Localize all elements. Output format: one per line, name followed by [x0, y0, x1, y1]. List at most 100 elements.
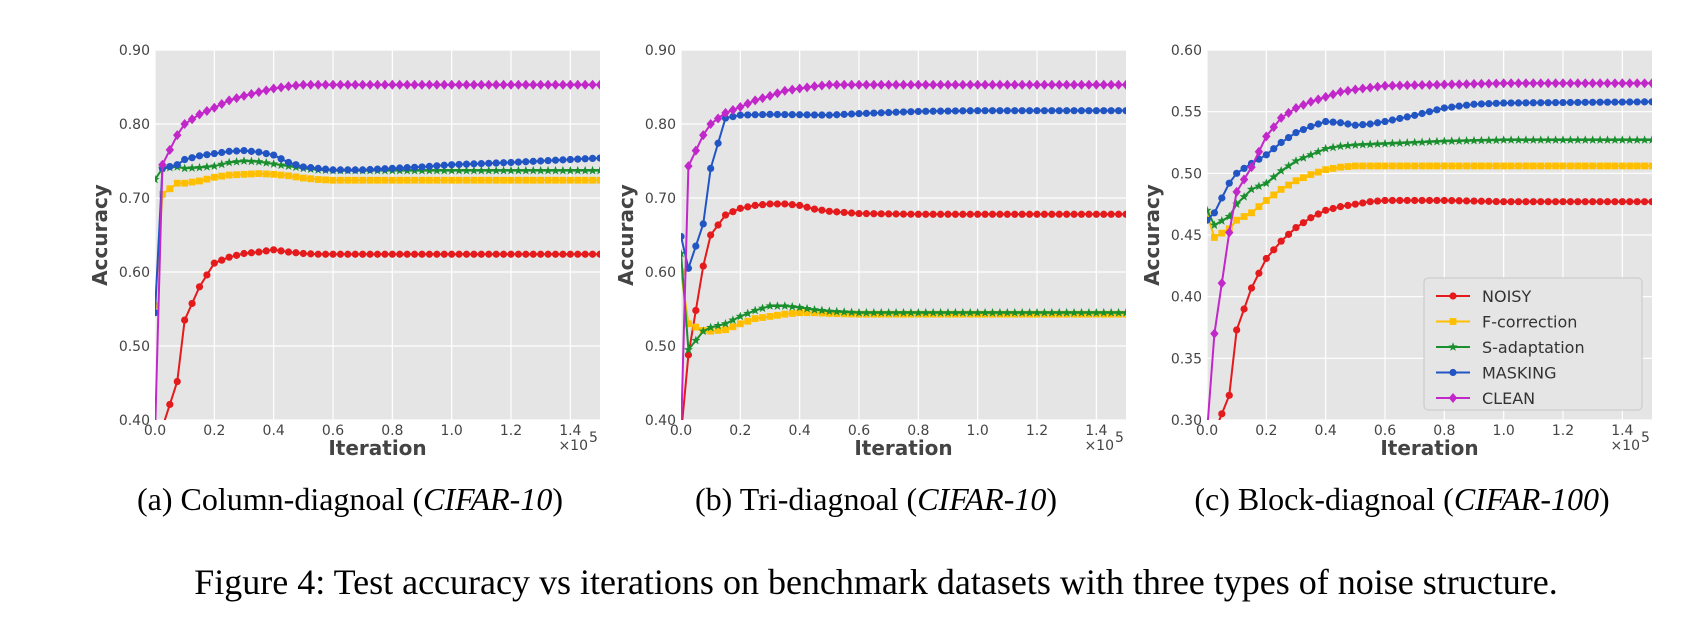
data-point-noisy — [796, 201, 804, 209]
data-point-clean — [1047, 79, 1057, 90]
x-tick-label: 0.4 — [789, 423, 811, 439]
data-point-sadaptation — [928, 307, 938, 317]
data-point-clean — [1114, 79, 1123, 90]
data-point-clean — [291, 80, 301, 91]
data-point-clean — [1603, 78, 1612, 89]
data-point-clean — [810, 81, 819, 92]
data-point-sadaptation — [432, 165, 442, 175]
data-point-masking — [847, 110, 856, 118]
y-tick-label: 0.70 — [119, 191, 150, 207]
data-point-sadaptation — [1387, 138, 1397, 148]
data-point-clean — [388, 79, 397, 90]
data-point-fcorrection — [1500, 162, 1508, 170]
y-tick-label: 0.90 — [645, 43, 676, 59]
data-point-fcorrection — [1611, 162, 1619, 170]
data-point-noisy — [1329, 204, 1337, 213]
x-tick-label: 1.2 — [500, 423, 522, 439]
data-point-masking — [240, 147, 248, 155]
data-point-clean — [410, 79, 419, 90]
data-point-clean — [284, 81, 293, 92]
data-point-masking — [1514, 99, 1523, 107]
data-point-clean — [995, 79, 1005, 90]
data-point-sadaptation — [1010, 307, 1020, 317]
data-point-noisy — [818, 206, 826, 214]
data-point-sadaptation — [1025, 307, 1035, 317]
data-point-fcorrection — [418, 176, 426, 184]
data-point-masking — [1107, 107, 1115, 115]
data-point-masking — [462, 160, 471, 168]
data-point-fcorrection — [155, 301, 159, 309]
x-tick-label: 0.0 — [144, 423, 166, 439]
data-point-sadaptation — [839, 307, 849, 316]
data-point-clean — [1506, 78, 1516, 89]
data-point-noisy — [729, 208, 737, 216]
x-tick-label: 0.0 — [670, 423, 692, 439]
legend-marker-clean — [1448, 393, 1458, 403]
data-point-noisy — [1537, 198, 1545, 206]
data-point-noisy — [596, 250, 600, 258]
data-point-fcorrection — [544, 176, 552, 184]
data-point-sadaptation — [439, 165, 449, 175]
data-point-noisy — [1025, 210, 1034, 218]
x-tick-label: 0.2 — [203, 423, 225, 439]
data-point-noisy — [1626, 198, 1634, 206]
data-point-sadaptation — [1543, 135, 1553, 144]
data-point-sadaptation — [1207, 205, 1212, 215]
data-point-fcorrection — [1359, 162, 1367, 170]
data-point-sadaptation — [706, 322, 716, 332]
data-point-fcorrection — [1485, 162, 1493, 170]
data-point-sadaptation — [1076, 307, 1087, 317]
data-point-clean — [1025, 79, 1034, 90]
data-point-masking — [1626, 98, 1634, 106]
data-point-clean — [1558, 78, 1568, 89]
data-point-clean — [914, 79, 923, 90]
data-point-noisy — [1648, 198, 1652, 206]
data-point-noisy — [425, 250, 434, 258]
data-point-noisy — [1048, 210, 1056, 218]
data-point-fcorrection — [1300, 174, 1307, 182]
data-point-masking — [914, 107, 922, 116]
data-point-fcorrection — [751, 315, 759, 323]
data-point-masking — [381, 165, 389, 173]
chart-tri-diagonal: 0.40 0.50 0.60 0.70 0.80 0.90 0.0 0.2 0.4 0.6 0.8 1… — [614, 43, 1126, 460]
data-point-masking — [936, 107, 945, 115]
data-point-clean — [477, 79, 486, 90]
data-point-noisy — [1381, 196, 1389, 205]
data-point-fcorrection — [1448, 162, 1456, 170]
y-tick-label: 0.60 — [645, 265, 676, 281]
data-point-fcorrection — [796, 309, 804, 317]
data-point-clean — [1462, 79, 1471, 90]
data-point-clean — [336, 79, 345, 90]
data-point-sadaptation — [1091, 307, 1101, 317]
data-point-noisy — [1351, 200, 1359, 208]
data-point-sadaptation — [750, 305, 760, 315]
data-point-noisy — [1307, 214, 1315, 222]
caption-c: (c) Block-diagnoal (CIFAR-100) — [1194, 481, 1609, 517]
data-point-masking — [403, 164, 411, 172]
data-point-sadaptation — [565, 165, 575, 175]
data-point-clean — [1291, 102, 1301, 113]
data-point-noisy — [1011, 210, 1019, 218]
data-point-clean — [928, 79, 938, 90]
data-point-masking — [1500, 99, 1508, 107]
data-point-fcorrection — [188, 178, 196, 186]
data-point-clean — [173, 130, 182, 141]
data-point-sadaptation — [1513, 135, 1524, 144]
data-point-noisy — [329, 250, 337, 258]
data-point-clean — [839, 79, 849, 90]
data-point-sadaptation — [980, 307, 990, 317]
data-point-fcorrection — [218, 172, 226, 180]
data-point-masking — [729, 113, 737, 121]
data-point-clean — [750, 95, 760, 106]
data-point-sadaptation — [735, 311, 745, 321]
data-point-noisy — [366, 250, 374, 258]
data-point-clean — [869, 79, 879, 90]
x-tick-label: 0.2 — [1255, 423, 1277, 439]
data-point-sadaptation — [987, 307, 998, 317]
data-point-sadaptation — [1595, 135, 1605, 144]
data-point-noisy — [966, 210, 974, 218]
data-point-noisy — [1574, 198, 1582, 206]
data-point-masking — [1329, 118, 1337, 126]
data-point-clean — [1217, 278, 1227, 289]
data-point-sadaptation — [1002, 307, 1012, 317]
